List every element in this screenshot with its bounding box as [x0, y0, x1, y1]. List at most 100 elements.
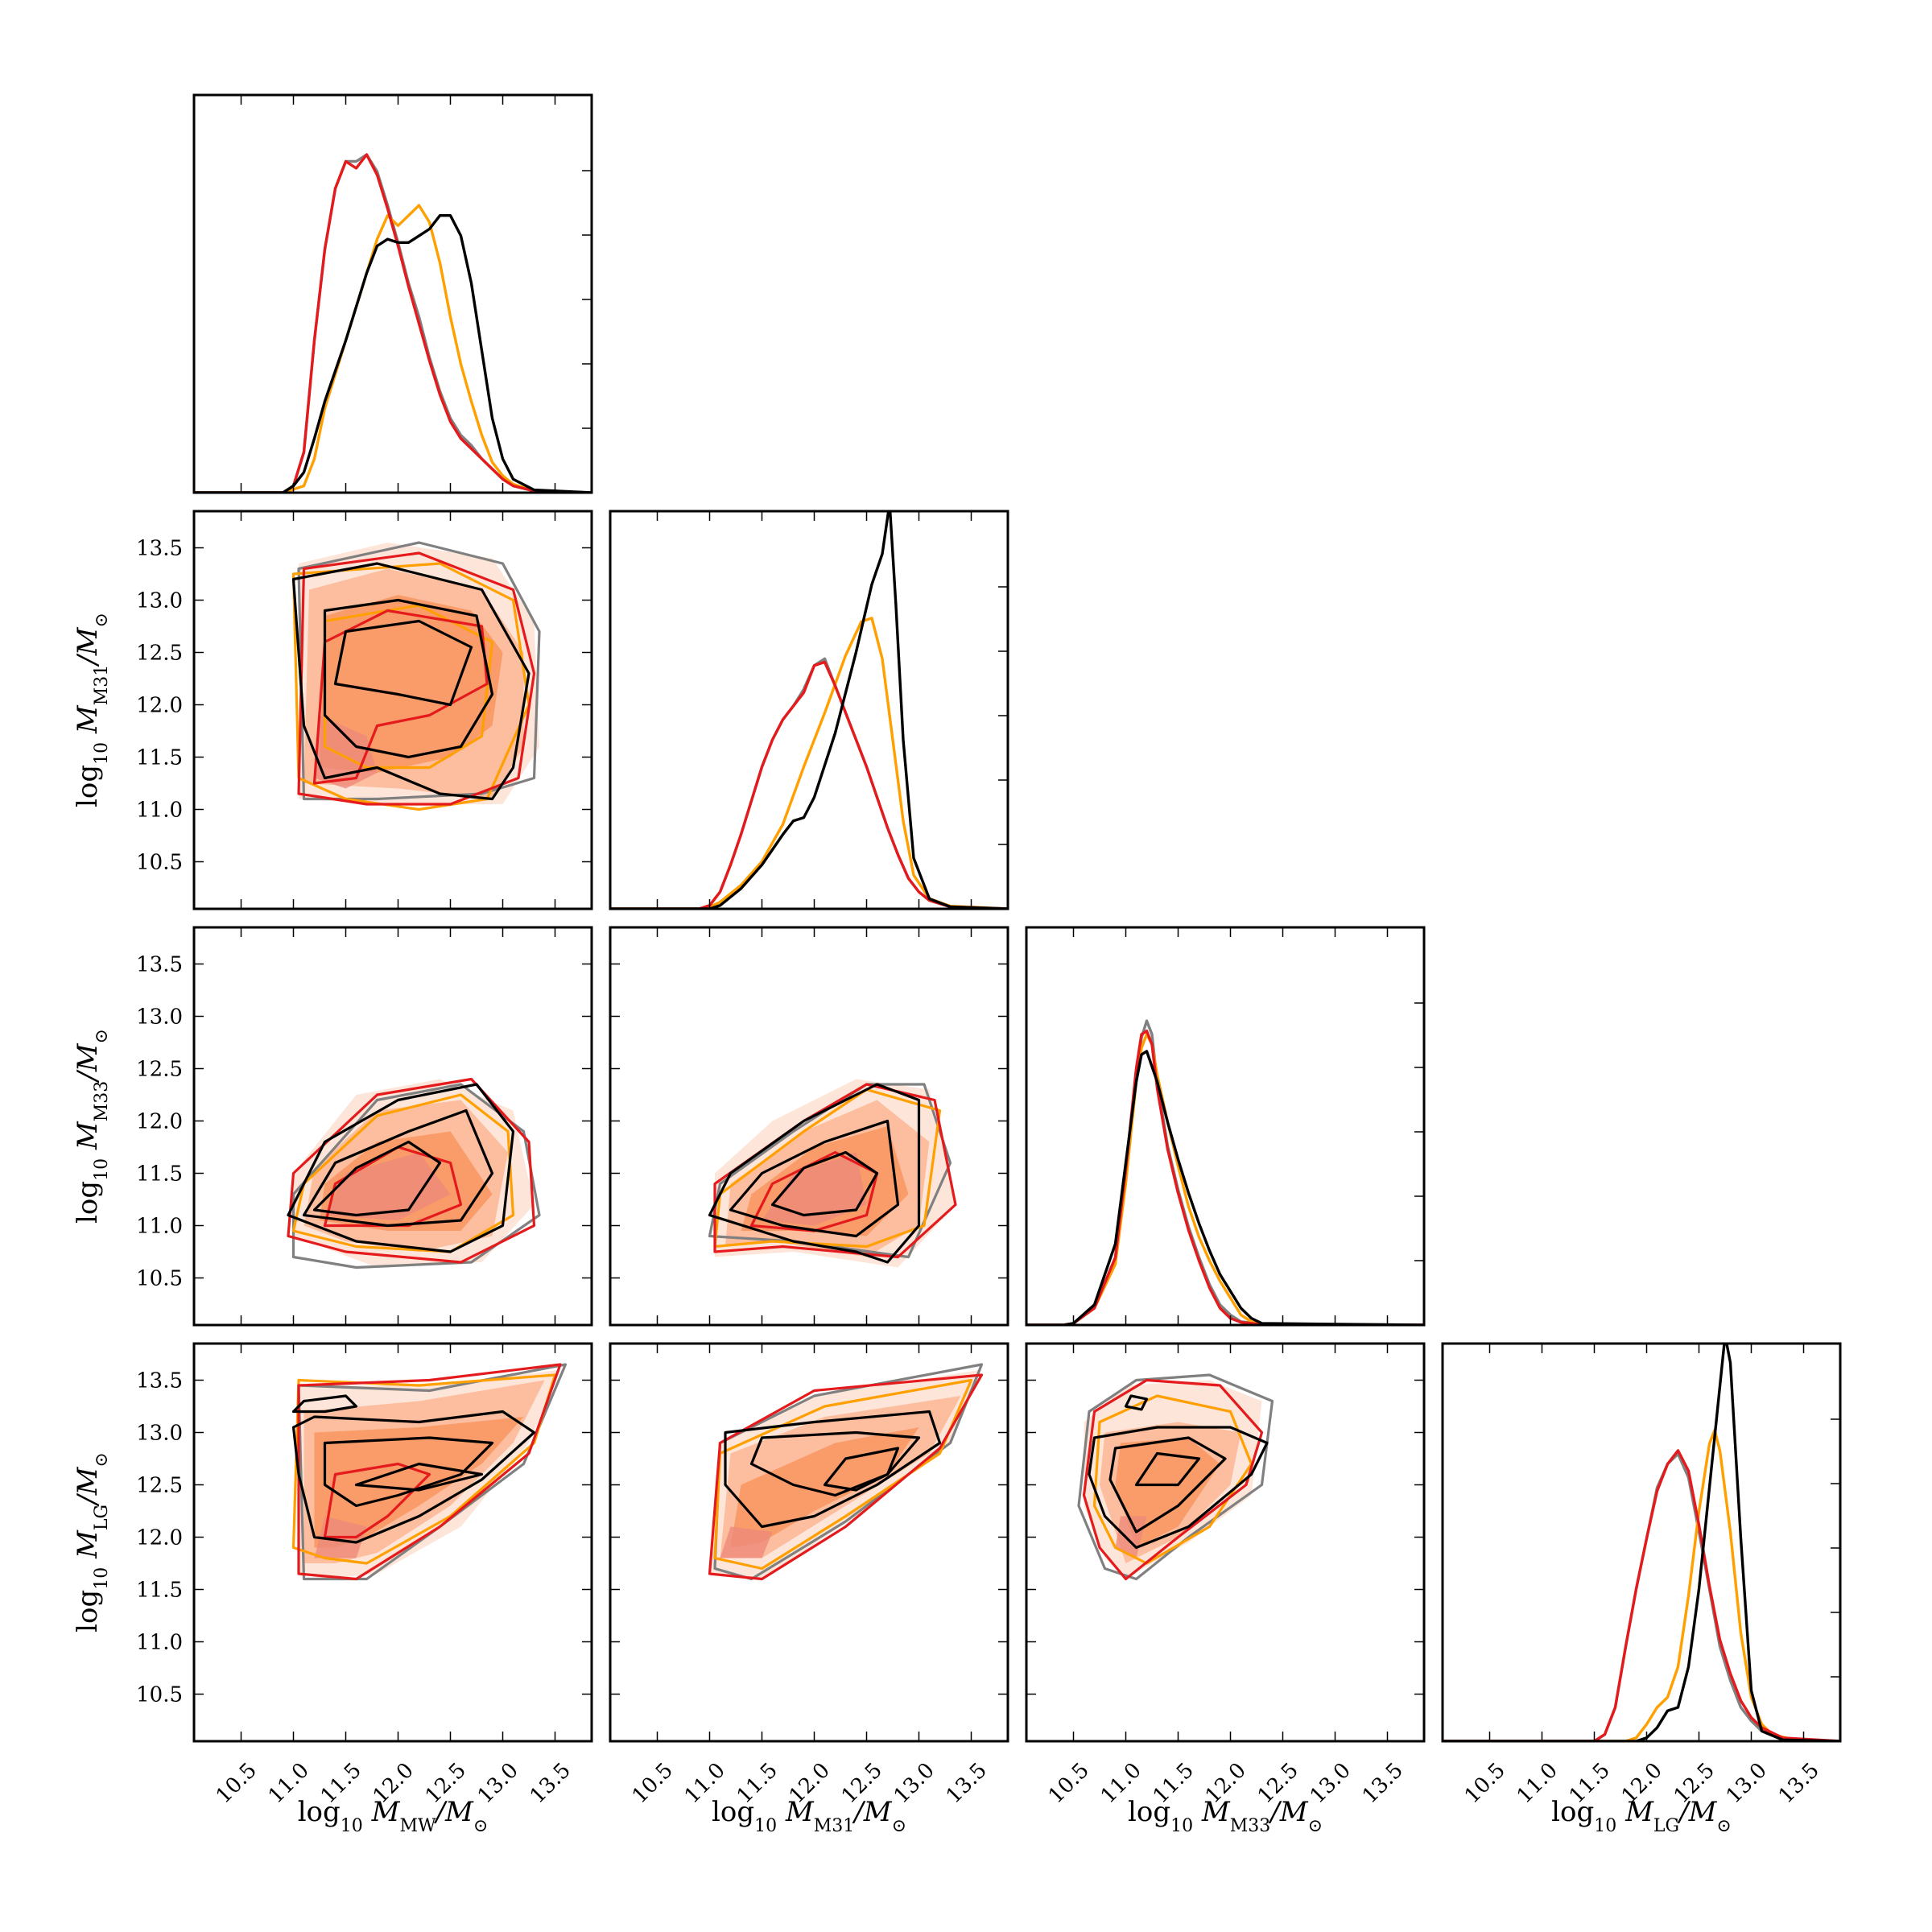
y-tick-label: 11.5 [136, 746, 183, 770]
axis-label-log: log [712, 1796, 754, 1828]
panel-frame [192, 510, 593, 910]
y-tick-label: 13.0 [136, 589, 183, 613]
axis-label-sun-symbol: ⊙ [1308, 1816, 1323, 1836]
axis-label-suffix: /M [434, 1796, 474, 1828]
axis-label-symbol: M [72, 1121, 104, 1150]
x-tick-label: 13.0 [890, 1758, 939, 1808]
marginal-curve [1443, 1449, 1840, 1741]
axis-label-sun-symbol: ⊙ [892, 1816, 906, 1836]
axis-label-symbol: M [1201, 1796, 1231, 1828]
density-fill-region [314, 1417, 524, 1548]
axis-label-sun-symbol: ⊙ [473, 1816, 488, 1836]
axis-label-symbol: M [371, 1796, 401, 1828]
panel-frame [1025, 1342, 1426, 1743]
axis-label-log-subscript: 10 [92, 1567, 112, 1590]
y-axis-label-M33: log10 MM33/M⊙ [72, 1029, 112, 1224]
y-tick-label: 12.0 [136, 1110, 183, 1134]
density-contour [724, 1410, 942, 1529]
axis-label-log-subscript: 10 [92, 742, 112, 765]
y-tick-label: 11.0 [136, 1215, 183, 1239]
density-contour [823, 1447, 900, 1492]
axis-label-subscript: MW [399, 1816, 436, 1836]
density-contour [770, 1150, 879, 1217]
density-contour [323, 1436, 494, 1508]
marginal-panel-M33 [1026, 1019, 1424, 1325]
density-contour [713, 1378, 973, 1571]
marginal-panel-MW [194, 153, 592, 493]
panel-frame [609, 510, 1009, 910]
density-contour [333, 619, 473, 707]
y-tick-label: 11.5 [136, 1579, 183, 1603]
y-axis-label-LG: log10 MLG/M⊙ [72, 1452, 112, 1633]
y-tick-label: 12.0 [136, 1526, 183, 1550]
density-fill-region [324, 1152, 451, 1220]
axis-label-suffix: /M [852, 1796, 892, 1828]
x-axis-label-LG: log10 MLG/M⊙ [1551, 1796, 1732, 1836]
y-tick-label: 12.5 [136, 1058, 183, 1082]
marginal-curve [1026, 1050, 1424, 1325]
panel-frame [192, 926, 593, 1327]
axis-label-log: log [72, 765, 104, 807]
density-contour [302, 1108, 494, 1228]
density-contour [729, 1119, 900, 1238]
density-contour [291, 1093, 515, 1253]
axis-label-sun-symbol: ⊙ [92, 1029, 112, 1043]
axis-label-suffix: /M [72, 1042, 104, 1083]
x-tick-label: 10.5 [628, 1758, 678, 1808]
axis-label-symbol: M [72, 704, 104, 734]
x-tick-label: 13.5 [1774, 1758, 1824, 1808]
axis-label-log: log [298, 1796, 341, 1828]
joint-panel-LG-vs-MW [291, 1363, 568, 1581]
axis-label-log: log [72, 1181, 104, 1224]
marginal-curve [610, 660, 1008, 909]
y-tick-label: 11.5 [136, 1162, 183, 1187]
density-contour [1134, 1451, 1201, 1487]
axis-label-suffix: /M [1268, 1796, 1308, 1828]
y-tick-label: 10.5 [136, 851, 183, 875]
marginal-curve [610, 617, 1008, 909]
marginal-curve [194, 214, 592, 493]
axis-label-space [72, 1150, 104, 1158]
panel-frame [609, 926, 1009, 1327]
density-fill-region [762, 1152, 867, 1226]
y-tick-label: 10.5 [136, 1267, 183, 1291]
x-tick-label: 10.5 [1044, 1758, 1094, 1808]
density-contour [291, 562, 530, 801]
density-fill-region [720, 1526, 773, 1558]
y-tick-label: 13.5 [136, 537, 183, 561]
density-contour [749, 1430, 921, 1497]
density-contour [297, 1363, 568, 1581]
joint-panel-LG-vs-M31 [708, 1363, 984, 1581]
density-contour [1124, 1394, 1149, 1411]
y-axis-label-M31: log10 MM31/M⊙ [72, 613, 112, 807]
density-contour [297, 541, 541, 801]
density-contour [708, 1083, 921, 1264]
x-axis-label-M31: log10 MM31/M⊙ [712, 1796, 906, 1836]
x-tick-label: 13.5 [942, 1758, 992, 1808]
axis-label-log: log [72, 1590, 104, 1633]
density-contour [1108, 1436, 1227, 1534]
y-tick-label: 13.5 [136, 953, 183, 977]
axis-label-log-subscript: 10 [1594, 1816, 1616, 1836]
x-tick-label: 10.5 [212, 1758, 262, 1808]
axis-label-space [72, 1558, 104, 1567]
density-contour [287, 1083, 515, 1253]
marginal-panel-M31 [610, 511, 1008, 909]
y-tick-label: 13.0 [136, 1005, 183, 1030]
axis-label-suffix: /M [72, 626, 104, 667]
density-contour [708, 1373, 984, 1581]
axis-label-sun-symbol: ⊙ [92, 1452, 112, 1467]
density-contour [297, 1363, 562, 1581]
marginal-curve [1026, 1029, 1424, 1325]
density-contour [312, 1140, 442, 1217]
marginal-curve [1443, 1452, 1840, 1741]
x-axis-label-MW: log10 MMW/M⊙ [298, 1796, 489, 1836]
joint-panel-M33-vs-M31 [708, 1079, 957, 1268]
axis-label-symbol: M [785, 1796, 815, 1828]
density-contour [323, 1462, 431, 1539]
x-tick-label: 13.5 [526, 1758, 576, 1808]
y-tick-label: 12.5 [136, 642, 183, 666]
density-contour [291, 1373, 557, 1565]
x-axis-label-M33: log10 MM33/M⊙ [1128, 1796, 1323, 1836]
y-tick-label: 11.0 [136, 1631, 183, 1655]
